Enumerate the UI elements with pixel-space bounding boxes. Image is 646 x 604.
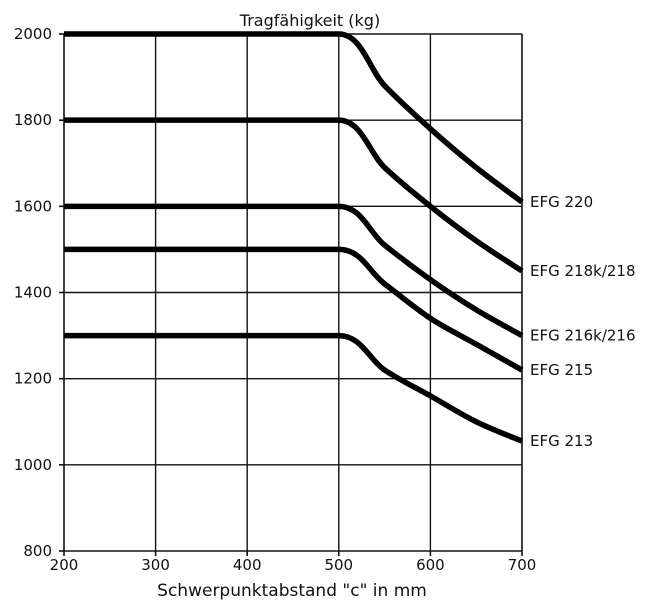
x-tick-label: 500 (324, 556, 353, 574)
y-tick-label: 1400 (14, 284, 52, 302)
y-tick-label: 1000 (14, 456, 52, 474)
tick-layer: 200 300 400 500 600 700 800 1000 1200 1400 1600 180… (14, 25, 537, 574)
y-tick-label: 2000 (14, 25, 52, 43)
series-line-efg-215 (64, 246, 524, 373)
x-tick-label: 200 (50, 556, 79, 574)
x-axis-label: Schwerpunktabstand "c" in mm (157, 581, 427, 601)
x-tick-label: 600 (416, 556, 445, 574)
series-label: EFG 216k/216 (530, 327, 636, 345)
y-tick-label: 1200 (14, 370, 52, 388)
series-label-layer: EFG 220 EFG 218k/218 EFG 216k/216 EFG 215 EF… (530, 193, 636, 450)
series-line-efg-213 (64, 332, 524, 444)
series-label: EFG 218k/218 (530, 262, 636, 280)
chart-title: Tragfähigkeit (kg) (239, 11, 380, 30)
series-line-efg-218k-218 (64, 117, 524, 274)
x-tick-label: 400 (233, 556, 262, 574)
series-label: EFG 220 (530, 193, 593, 211)
series-line-efg-220 (64, 31, 524, 205)
x-tick-label: 700 (508, 556, 537, 574)
y-tick-label: 800 (23, 542, 52, 560)
y-tick-label: 1800 (14, 111, 52, 129)
series-layer (64, 31, 524, 444)
x-tick-label: 300 (141, 556, 170, 574)
series-label: EFG 213 (530, 432, 593, 450)
series-line-efg-216k-216 (64, 203, 524, 338)
series-label: EFG 215 (530, 361, 593, 379)
y-tick-label: 1600 (14, 197, 52, 215)
